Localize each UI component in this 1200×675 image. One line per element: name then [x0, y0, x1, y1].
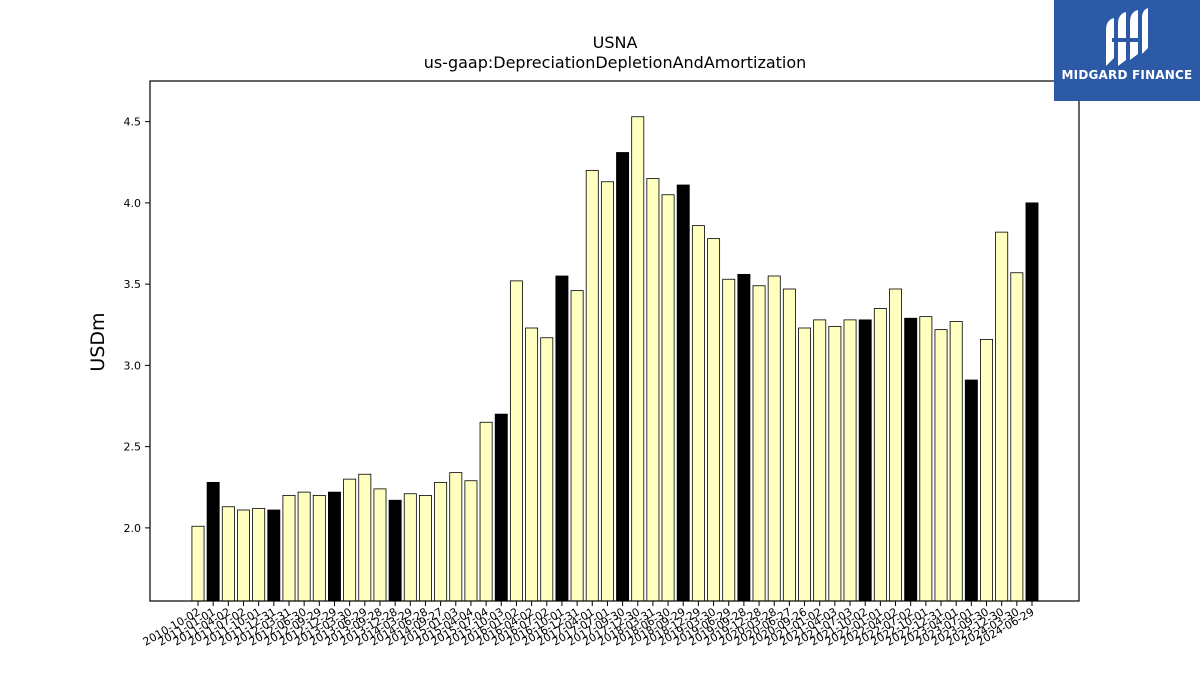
bar [221, 506, 235, 602]
bars-layer [191, 116, 1039, 602]
bar [206, 481, 220, 602]
chart-subtitle: us-gaap:DepreciationDepletionAndAmortiza… [424, 53, 807, 72]
bar [707, 238, 721, 602]
bar [252, 507, 266, 602]
bar [555, 275, 569, 602]
y-axis-label: USDm [87, 312, 109, 371]
y-tick-label: 2.0 [124, 522, 142, 535]
bar [600, 181, 614, 602]
bar [237, 509, 250, 602]
bar [388, 499, 402, 602]
bar [631, 116, 645, 602]
bar [737, 273, 751, 602]
bar [858, 319, 872, 602]
brand-name: MIDGARD FINANCE [1061, 68, 1193, 82]
bar [297, 491, 311, 602]
bar [525, 327, 539, 602]
bar [889, 288, 902, 602]
bar [828, 325, 842, 602]
bar [964, 379, 978, 602]
bar [509, 280, 523, 602]
bar [267, 509, 281, 602]
bar [767, 275, 781, 602]
y-tick-label: 4.0 [124, 197, 142, 210]
bar [494, 413, 508, 602]
bar [540, 337, 554, 602]
bar [798, 327, 812, 602]
bar [843, 319, 857, 602]
bar [616, 152, 630, 602]
y-tick-label: 2.5 [124, 441, 142, 454]
bar [585, 169, 599, 602]
bar [312, 494, 326, 602]
bar [782, 288, 796, 602]
bar [434, 481, 448, 602]
bar [1010, 272, 1024, 602]
bar [995, 231, 1009, 602]
bar [403, 493, 417, 602]
y-tick-label: 3.0 [124, 359, 142, 372]
y-tick-label: 3.5 [124, 278, 142, 291]
bar [904, 317, 918, 602]
bar [191, 525, 205, 602]
bar [934, 329, 948, 602]
bar [980, 338, 993, 602]
bar [646, 178, 660, 602]
bar [282, 494, 296, 602]
midgard-logo-icon [1106, 8, 1148, 66]
y-tick-label: 4.5 [124, 116, 142, 129]
bar [873, 308, 887, 602]
bar [919, 316, 933, 602]
bar [358, 473, 372, 602]
brand-logo: MIDGARD FINANCE [1054, 0, 1200, 101]
bar [722, 278, 736, 602]
bar [328, 491, 341, 602]
bar [570, 290, 584, 602]
bar [691, 225, 705, 602]
y-ticks-layer: 2.0 2.5 3.0 3.5 4.0 4.5 [124, 116, 150, 535]
bar [449, 472, 463, 602]
bar [752, 285, 766, 602]
chart-title: USNA [593, 33, 638, 52]
bar [343, 478, 357, 602]
bar [661, 194, 675, 602]
bar [1025, 202, 1039, 602]
bar [418, 494, 432, 602]
bar [479, 421, 493, 602]
bar [813, 319, 827, 602]
plot-frame [149, 80, 1080, 602]
bar [373, 488, 387, 602]
bar [676, 184, 690, 602]
x-ticks-layer: 2010-10-022011-01-012011-04-022011-07-02… [141, 601, 1037, 649]
bar [949, 321, 963, 602]
bar [464, 480, 478, 602]
